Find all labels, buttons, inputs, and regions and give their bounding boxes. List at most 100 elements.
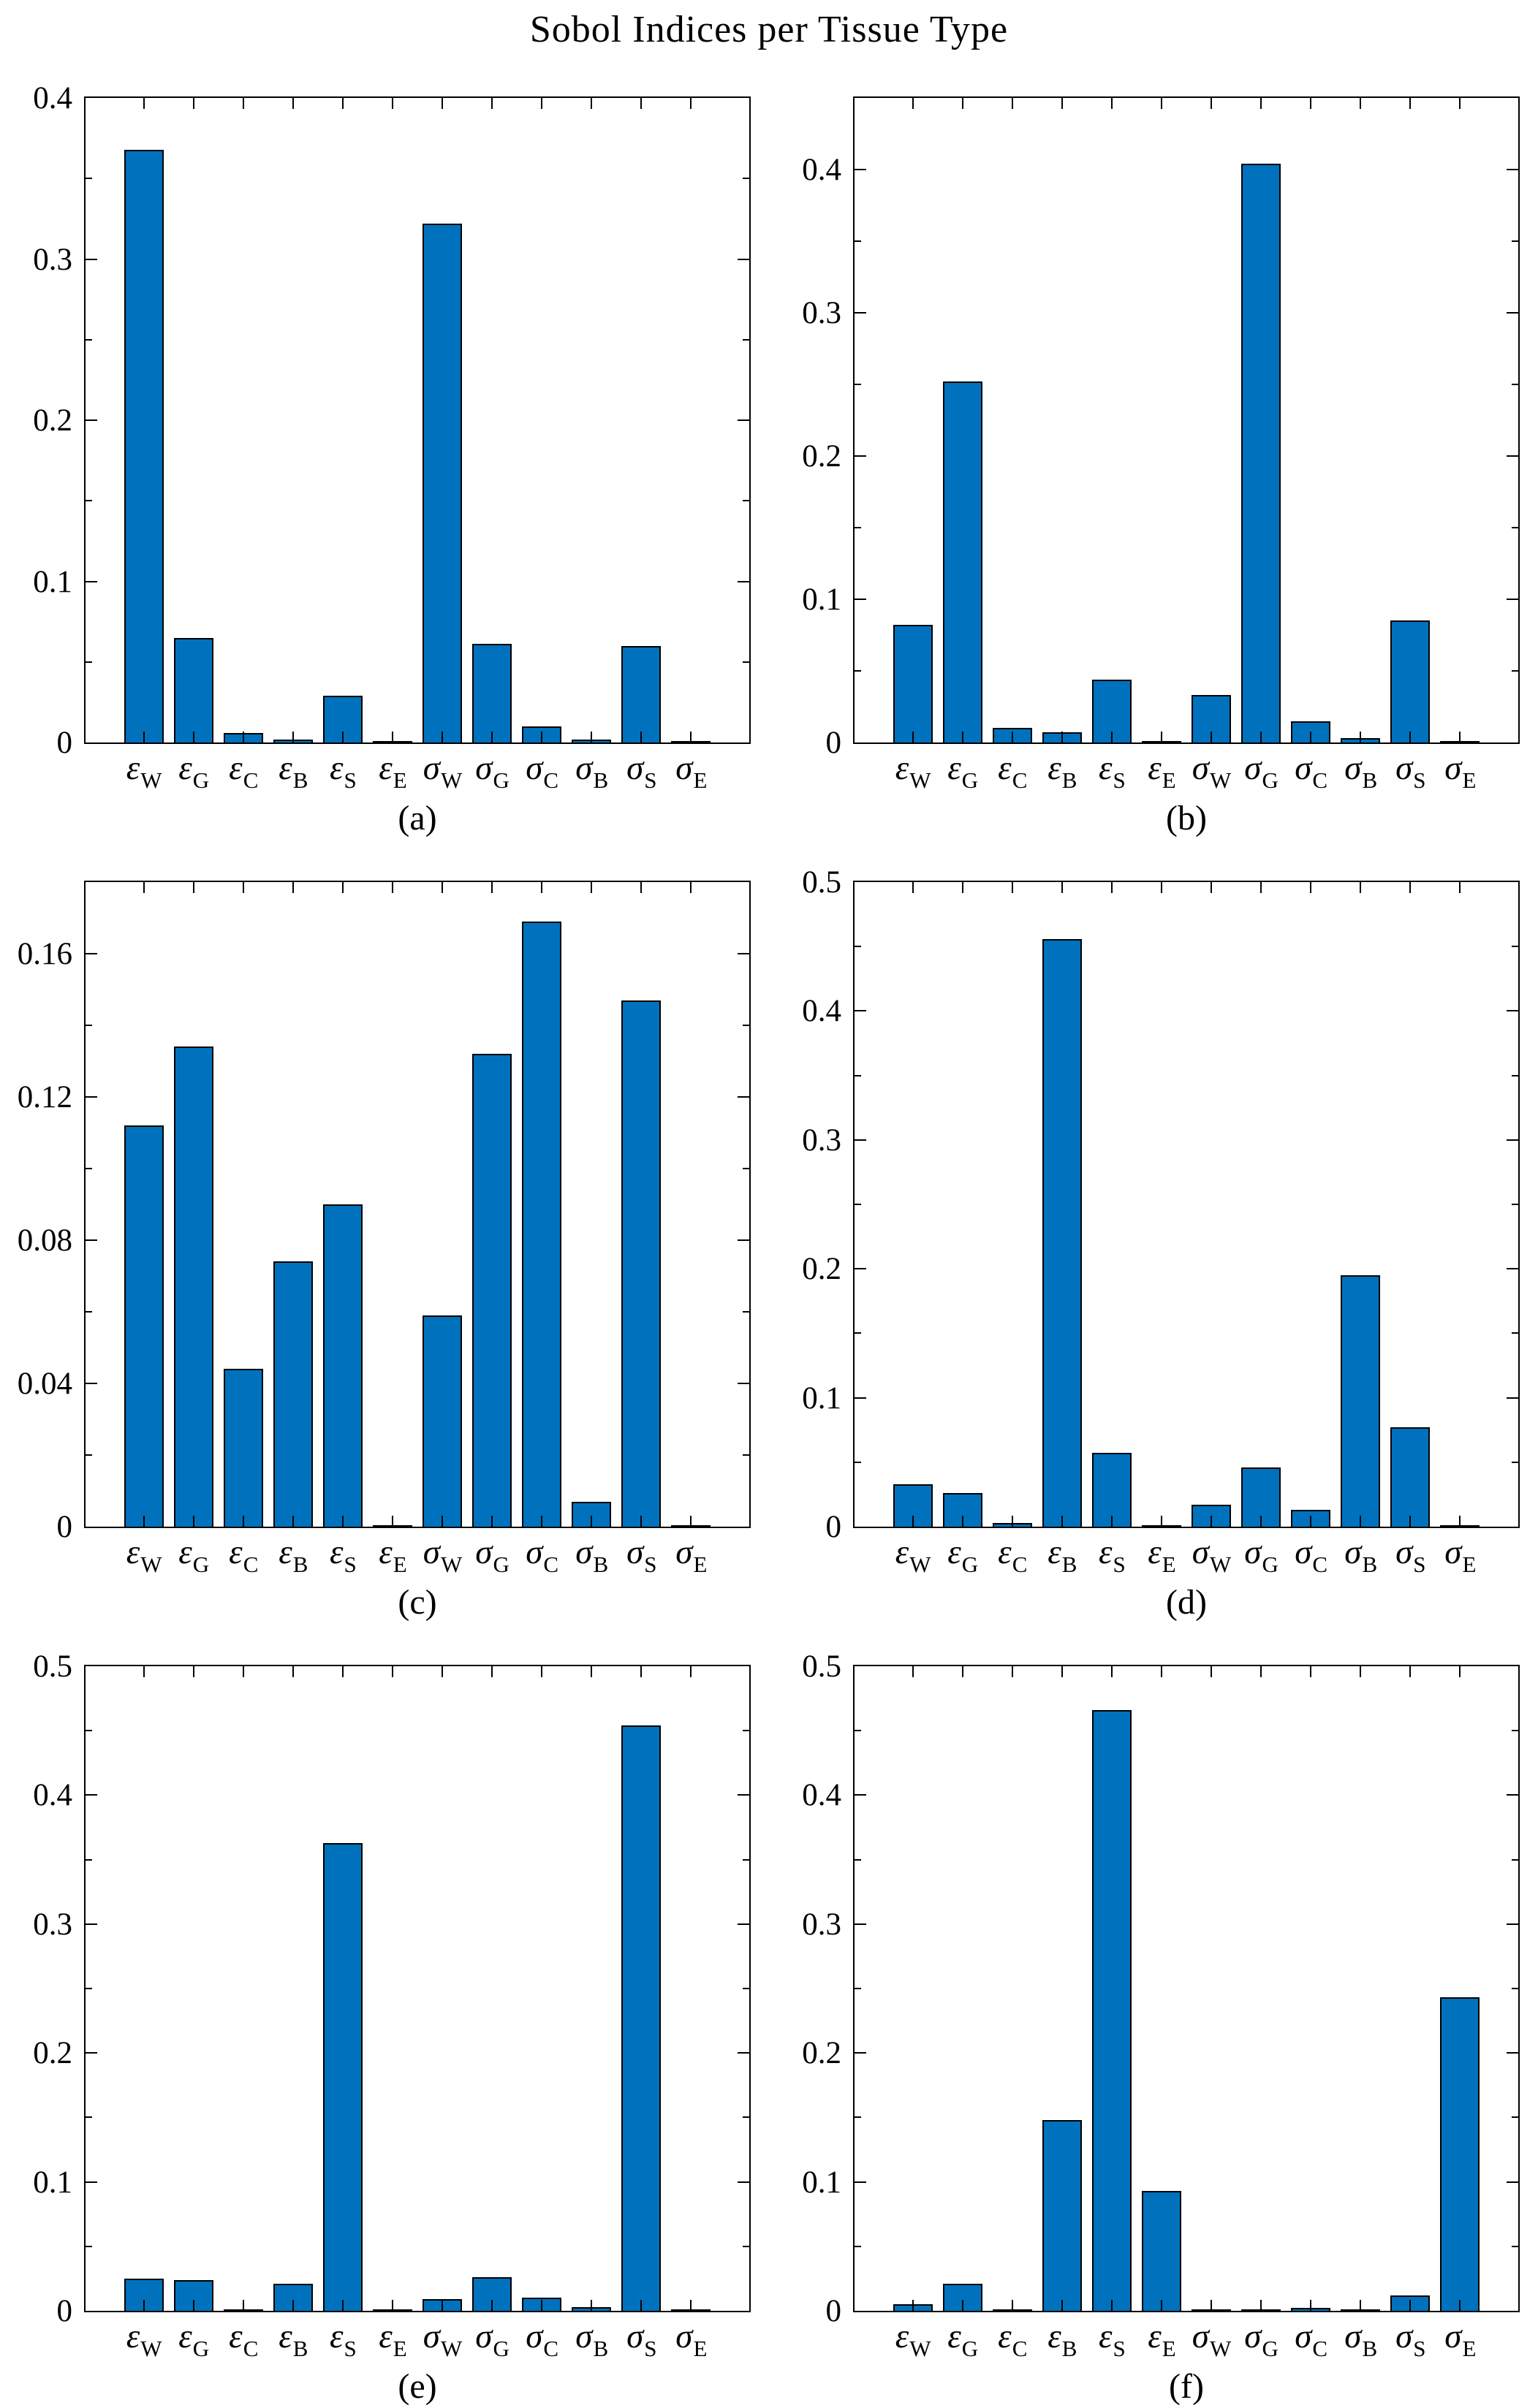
subscript: E <box>693 2336 708 2361</box>
y-tick-label: 0 <box>825 2294 842 2328</box>
x-tick-label-εC: εC <box>229 1535 258 1578</box>
x-tick <box>1110 1516 1113 1527</box>
x-tick <box>143 1516 145 1527</box>
y-tick-label: 0.4 <box>33 1778 72 1813</box>
x-tick <box>1160 732 1162 742</box>
x-tick-mirror <box>491 882 493 893</box>
greek-symbol: σ <box>675 1533 693 1571</box>
greek-symbol: ε <box>229 2317 243 2355</box>
x-tick <box>1360 2300 1362 2311</box>
y-tick <box>855 2181 866 2183</box>
subscript: B <box>292 2336 308 2361</box>
greek-symbol: ε <box>1148 1533 1162 1571</box>
x-tick <box>1459 2300 1461 2311</box>
subscript: W <box>440 767 463 793</box>
x-tick-mirror <box>1459 1666 1461 1677</box>
y-tick-label: 0.3 <box>33 242 72 277</box>
panel-letter-c: (c) <box>398 1583 437 1622</box>
bar-σS <box>621 646 661 742</box>
x-tick <box>591 732 593 742</box>
bar-εS <box>323 1843 363 2311</box>
bar-εG <box>174 1047 213 1527</box>
bar-εW <box>893 625 933 742</box>
subscript: C <box>1312 1551 1328 1577</box>
x-tick-mirror <box>1110 1666 1113 1677</box>
greek-symbol: ε <box>279 749 292 787</box>
y-tick <box>1507 1923 1518 1925</box>
y-tick-label: 0.08 <box>17 1223 72 1258</box>
x-tick <box>491 1516 493 1527</box>
x-tick-mirror <box>1110 98 1113 109</box>
y-tick-label: 0.3 <box>802 296 841 330</box>
x-tick-mirror <box>690 882 692 893</box>
subscript: E <box>1462 1551 1477 1577</box>
x-tick-label-εW: εW <box>126 2320 162 2362</box>
y-tick <box>1507 455 1518 457</box>
subscript: G <box>1262 767 1278 793</box>
x-tick-mirror <box>192 882 194 893</box>
y-tick <box>86 953 97 954</box>
x-tick <box>341 1516 344 1527</box>
subscript: C <box>543 1551 559 1577</box>
x-tick-mirror <box>1310 1666 1312 1677</box>
greek-symbol: σ <box>526 1533 543 1571</box>
x-tick-label-σE: σE <box>1444 1535 1476 1578</box>
greek-symbol: σ <box>526 2317 543 2355</box>
subscript: B <box>1362 767 1378 793</box>
x-tick <box>391 1516 393 1527</box>
greek-symbol: ε <box>998 1533 1012 1571</box>
x-tick-mirror <box>1260 98 1262 109</box>
x-tick <box>1459 732 1461 742</box>
x-tick <box>640 2300 643 2311</box>
x-tick <box>442 2300 444 2311</box>
panel-letter-e: (e) <box>398 2367 437 2406</box>
x-tick-label-σS: σS <box>626 1535 656 1578</box>
x-tick-label-σB: σB <box>575 1535 608 1578</box>
x-tick-mirror <box>1409 882 1412 893</box>
subscript: E <box>693 767 708 793</box>
greek-symbol: ε <box>947 749 961 787</box>
x-tick <box>341 2300 344 2311</box>
x-tick <box>1011 732 1013 742</box>
y-tick <box>1512 384 1518 385</box>
x-tick-label-εE: εE <box>379 2320 406 2362</box>
subscript: C <box>1012 767 1028 793</box>
subscript: B <box>1061 1551 1077 1577</box>
y-tick-label: 0.2 <box>802 1252 841 1287</box>
y-tick-label: 0.16 <box>17 937 72 971</box>
subscript: S <box>1413 2336 1426 2361</box>
x-tick-label-εE: εE <box>379 1535 406 1578</box>
bar-σS <box>621 1000 661 1527</box>
x-tick-label-σC: σC <box>526 751 558 794</box>
subscript: W <box>1209 2336 1232 2361</box>
x-tick <box>1409 732 1412 742</box>
chart-panel-b: 0 0.1 0.2 0.3 0.4 εW εG εC εB εS εE σW σG σC σB σS σE (b) <box>769 56 1538 840</box>
subscript: G <box>493 767 509 793</box>
x-tick <box>242 732 244 742</box>
y-tick <box>1507 312 1518 314</box>
x-tick-label-εG: εG <box>947 2320 978 2362</box>
x-tick-label-εG: εG <box>178 751 209 794</box>
y-tick <box>86 500 92 502</box>
x-tick-label-σS: σS <box>626 751 656 794</box>
x-tick-label-εB: εB <box>1048 1535 1077 1578</box>
y-tick-label: 0.12 <box>17 1080 72 1114</box>
x-tick <box>961 732 963 742</box>
bar-σB <box>1341 1275 1380 1527</box>
x-tick <box>341 732 344 742</box>
subscript: C <box>1012 2336 1028 2361</box>
greek-symbol: ε <box>178 1533 192 1571</box>
bar-εB <box>273 1261 313 1527</box>
y-tick <box>855 2245 861 2247</box>
subscript: B <box>593 1551 609 1577</box>
bar-σG <box>472 644 512 742</box>
y-tick <box>86 661 92 663</box>
x-tick-mirror <box>391 1666 393 1677</box>
y-tick <box>86 2116 92 2119</box>
greek-symbol: σ <box>423 1533 440 1571</box>
x-tick-label-εB: εB <box>1048 2320 1077 2362</box>
x-tick-mirror <box>1459 98 1461 109</box>
subscript: E <box>393 767 407 793</box>
y-tick <box>738 1794 749 1796</box>
greek-symbol: σ <box>1244 749 1262 787</box>
